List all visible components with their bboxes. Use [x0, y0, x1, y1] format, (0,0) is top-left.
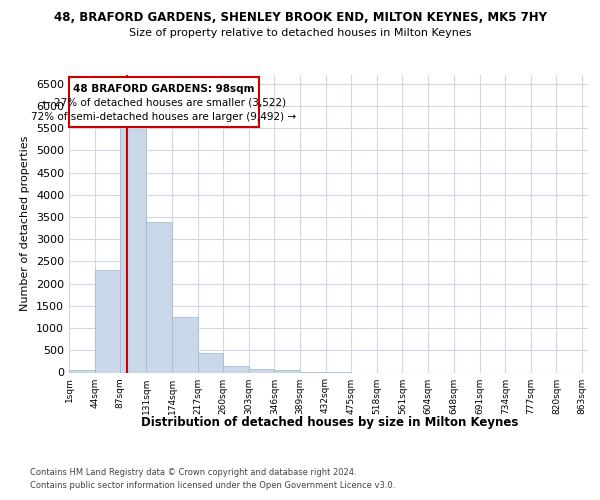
Y-axis label: Number of detached properties: Number of detached properties: [20, 136, 31, 312]
Bar: [197, 352, 223, 372]
Bar: [69, 370, 95, 372]
Text: Distribution of detached houses by size in Milton Keynes: Distribution of detached houses by size …: [142, 416, 518, 429]
Bar: [223, 366, 249, 372]
Bar: [95, 270, 120, 372]
Bar: [249, 369, 274, 372]
Text: ← 27% of detached houses are smaller (3,522): ← 27% of detached houses are smaller (3,…: [42, 98, 286, 108]
Text: 72% of semi-detached houses are larger (9,492) →: 72% of semi-detached houses are larger (…: [31, 112, 296, 122]
FancyBboxPatch shape: [69, 77, 259, 127]
Text: Contains public sector information licensed under the Open Government Licence v3: Contains public sector information licen…: [30, 480, 395, 490]
Text: 48 BRAFORD GARDENS: 98sqm: 48 BRAFORD GARDENS: 98sqm: [73, 84, 254, 94]
Bar: [172, 317, 197, 372]
Bar: [146, 222, 172, 372]
Bar: [120, 86, 146, 372]
Text: Size of property relative to detached houses in Milton Keynes: Size of property relative to detached ho…: [129, 28, 471, 38]
Bar: [274, 370, 300, 372]
Text: Contains HM Land Registry data © Crown copyright and database right 2024.: Contains HM Land Registry data © Crown c…: [30, 468, 356, 477]
Text: 48, BRAFORD GARDENS, SHENLEY BROOK END, MILTON KEYNES, MK5 7HY: 48, BRAFORD GARDENS, SHENLEY BROOK END, …: [53, 11, 547, 24]
